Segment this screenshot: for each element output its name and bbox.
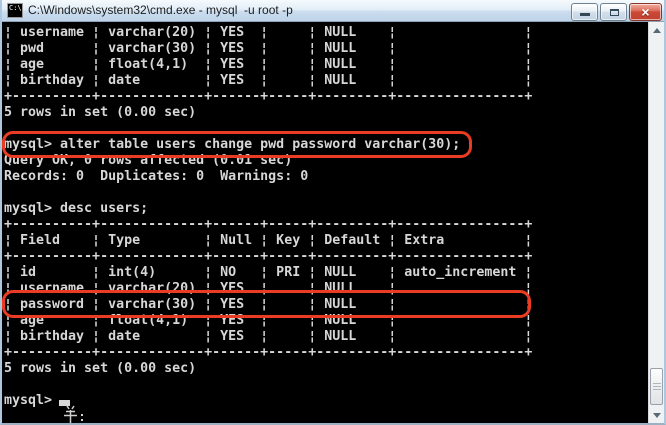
minimize-button[interactable] — [571, 3, 598, 21]
title-bar[interactable]: C:\ C:\Windows\system32\cmd.exe - mysql … — [2, 0, 664, 22]
ime-indicator — [63, 405, 93, 423]
ime-halfwidth-glyph — [64, 405, 83, 423]
scrollbar-grip-icon — [653, 383, 661, 391]
scroll-up-button[interactable] — [649, 22, 664, 39]
arrow-up-icon — [653, 28, 661, 33]
close-icon: × — [641, 4, 650, 20]
arrow-down-icon — [653, 413, 661, 418]
scroll-down-button[interactable] — [649, 406, 664, 423]
vertical-scrollbar[interactable] — [648, 22, 664, 423]
minimize-icon — [580, 13, 590, 16]
close-button[interactable]: × — [629, 3, 662, 21]
cmd-icon[interactable]: C:\ — [7, 3, 23, 18]
window-title: C:\Windows\system32\cmd.exe - mysql -u r… — [28, 3, 293, 17]
console-area[interactable]: ¦ username ¦ varchar(20) ¦ YES ¦ ¦ NULL … — [2, 22, 648, 423]
text-cursor — [59, 400, 70, 406]
scrollbar-thumb[interactable] — [650, 368, 663, 405]
restore-button[interactable] — [600, 3, 627, 21]
window-controls: × — [571, 3, 662, 21]
console-output: ¦ username ¦ varchar(20) ¦ YES ¦ ¦ NULL … — [4, 25, 533, 408]
restore-icon — [610, 9, 619, 16]
